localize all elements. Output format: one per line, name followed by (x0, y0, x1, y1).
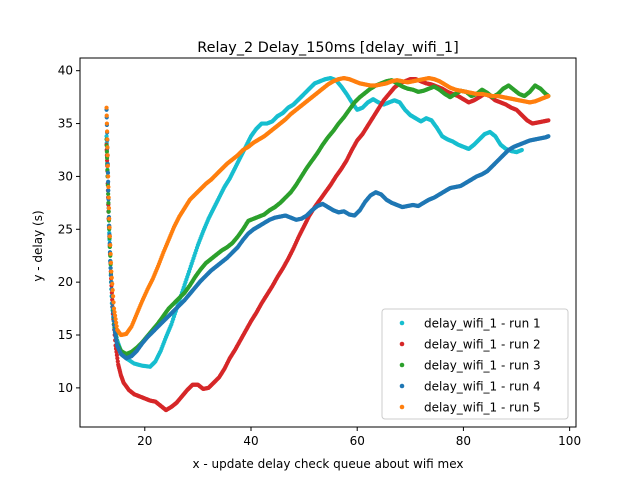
data-point (104, 105, 109, 110)
plot-frame (79, 57, 577, 428)
legend-marker (399, 341, 405, 347)
x-tick-label: 20 (137, 434, 152, 448)
data-point (111, 300, 116, 305)
data-point (113, 317, 118, 322)
data-point (107, 216, 112, 221)
legend: delay_wifi_1 - run 1 delay_wifi_1 - run 2… (381, 308, 569, 420)
data-point (114, 353, 120, 358)
data-point (104, 129, 110, 134)
series-run-5 (104, 75, 551, 338)
series-run-4 (104, 107, 551, 361)
data-point (106, 200, 111, 205)
y-tick-label: 10 (58, 381, 73, 395)
data-point (105, 145, 110, 150)
legend-marker (399, 404, 405, 410)
y-tick-label: 40 (58, 64, 73, 78)
x-axis-title: x - update delay check queue about wifi … (192, 457, 463, 471)
data-point (108, 265, 113, 271)
data-point (115, 356, 120, 361)
y-tick-label: 25 (58, 222, 73, 236)
data-point (107, 225, 112, 230)
data-point (106, 179, 111, 184)
data-point (109, 275, 114, 280)
data-point (114, 320, 119, 325)
legend-label: delay_wifi_1 - run 2 (424, 338, 541, 352)
legend-box (381, 308, 569, 420)
legend-label: delay_wifi_1 - run 3 (424, 359, 541, 373)
data-point (105, 137, 110, 142)
data-point (106, 209, 111, 214)
data-point (104, 149, 110, 154)
data-point (546, 118, 551, 123)
data-point (106, 188, 111, 193)
x-tick-label: 100 (558, 434, 581, 448)
legend-label: delay_wifi_1 - run 5 (424, 401, 541, 415)
legend-label: delay_wifi_1 - run 4 (424, 380, 541, 394)
data-point (107, 234, 113, 239)
legend-marker (399, 320, 405, 326)
data-point (108, 260, 114, 265)
data-point (108, 243, 113, 248)
legend-marker (399, 383, 405, 389)
data-point (546, 93, 551, 99)
y-tick-label: 30 (58, 169, 73, 183)
axes: 20 40 60 80 100 10 15 20 25 30 35 40 (58, 57, 581, 448)
data-point (104, 113, 109, 118)
y-tick-label: 15 (58, 328, 73, 342)
data-point (106, 195, 111, 200)
x-tick-label: 80 (456, 434, 471, 448)
data-point (108, 251, 113, 257)
data-point (110, 281, 115, 287)
y-axis-title: y - delay (s) (31, 210, 45, 281)
data-point (546, 134, 551, 139)
data-point (106, 191, 111, 197)
data-point (106, 206, 112, 211)
data-point (519, 147, 524, 153)
plot-area (104, 75, 551, 413)
data-point (115, 359, 120, 364)
data-point (110, 287, 115, 293)
data-point (104, 121, 110, 126)
legend-label: delay_wifi_1 - run 1 (424, 317, 541, 331)
data-point (105, 153, 110, 158)
data-point (112, 310, 117, 315)
data-point (109, 269, 114, 274)
x-tick-label: 40 (243, 434, 258, 448)
chart-title: Relay_2 Delay_150ms [delay_wifi_1] (197, 40, 458, 56)
data-point (111, 306, 117, 311)
data-point (105, 170, 111, 175)
data-point (106, 184, 111, 190)
data-point (114, 324, 119, 329)
x-tick-label: 60 (350, 434, 365, 448)
data-point (112, 313, 118, 318)
legend-marker (399, 362, 405, 368)
data-point (105, 163, 110, 168)
y-tick-label: 20 (58, 275, 73, 289)
data-point (111, 294, 116, 299)
y-tick-label: 35 (58, 117, 73, 131)
data-point (106, 174, 111, 179)
data-point (104, 134, 109, 139)
